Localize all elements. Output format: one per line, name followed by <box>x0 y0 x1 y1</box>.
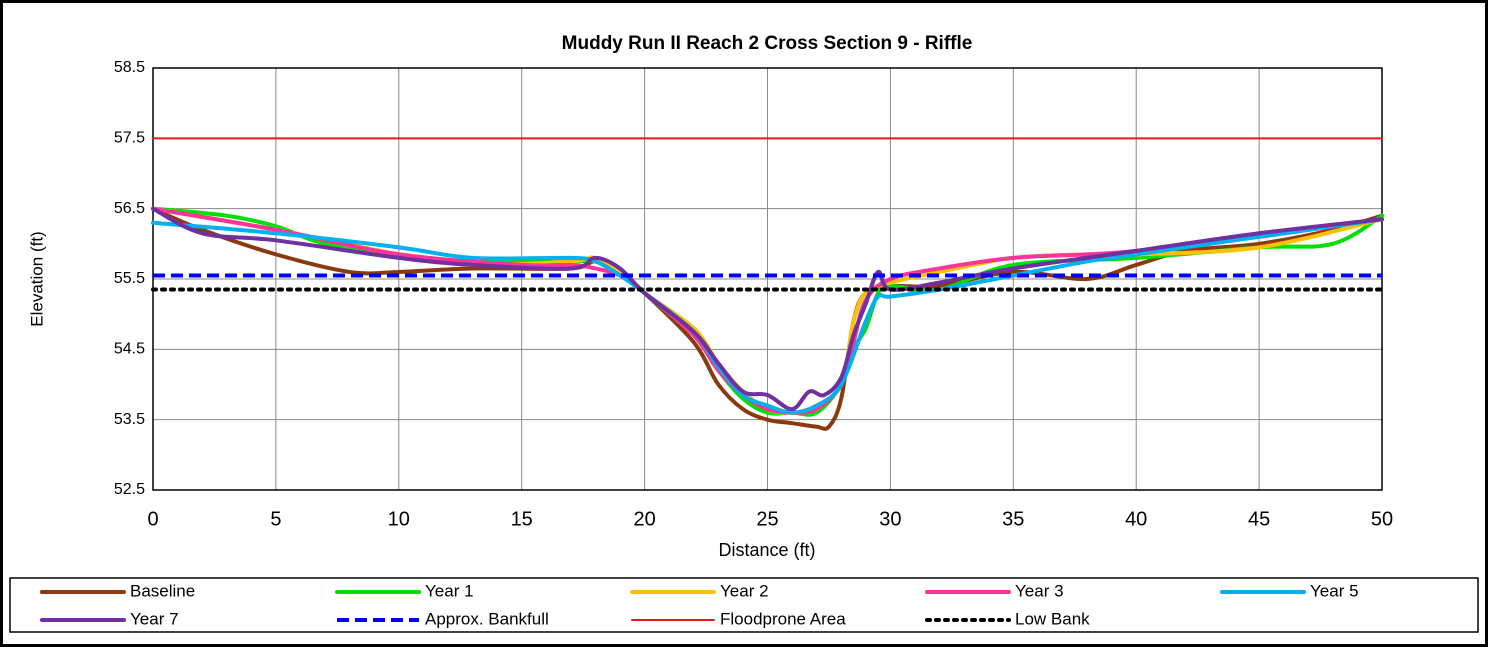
y-tick-label: 52.5 <box>114 481 145 498</box>
x-tick-label: 0 <box>147 508 158 530</box>
legend-label: Baseline <box>130 581 195 600</box>
series-line <box>151 206 1384 412</box>
y-tick-label: 56.5 <box>114 200 145 217</box>
plot-border <box>152 67 1383 491</box>
chart-title: Muddy Run II Reach 2 Cross Section 9 - R… <box>562 33 973 54</box>
y-tick-label: 55.5 <box>114 270 145 287</box>
legend-label: Year 3 <box>1015 581 1064 600</box>
x-axis-label: Distance (ft) <box>718 540 815 560</box>
x-tick-label: 30 <box>879 508 901 530</box>
legend-box <box>9 577 1479 633</box>
x-tick-label: 15 <box>511 508 533 530</box>
legend-label: Low Bank <box>1015 609 1090 628</box>
x-tick-label: 35 <box>1002 508 1024 530</box>
legend-label: Year 2 <box>720 581 769 600</box>
legend-label: Year 1 <box>425 581 474 600</box>
legend-label: Year 5 <box>1310 581 1359 600</box>
y-tick-label: 54.5 <box>114 341 145 358</box>
x-tick-label: 25 <box>756 508 778 530</box>
series-line <box>151 217 1384 415</box>
legend-label: Year 7 <box>130 609 179 628</box>
y-tick-label: 57.5 <box>114 130 145 147</box>
legend-label: Approx. Bankfull <box>425 609 549 628</box>
x-tick-label: 50 <box>1371 508 1393 530</box>
legend-label: Floodprone Area <box>720 609 846 628</box>
y-tick-label: 53.5 <box>114 411 145 428</box>
x-tick-label: 45 <box>1248 508 1270 530</box>
x-tick-label: 10 <box>388 508 410 530</box>
x-tick-label: 20 <box>633 508 655 530</box>
series-line <box>151 206 1384 415</box>
y-tick-label: 58.5 <box>114 59 145 76</box>
y-axis-label: Elevation (ft) <box>27 231 46 326</box>
series-line <box>151 206 1384 431</box>
x-tick-label: 5 <box>270 508 281 530</box>
x-tick-label: 40 <box>1125 508 1147 530</box>
